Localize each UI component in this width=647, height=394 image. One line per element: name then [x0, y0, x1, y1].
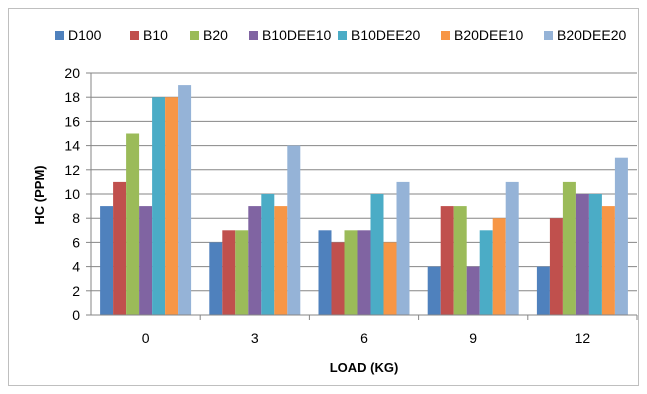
bar-b20dee20-12 — [614, 157, 628, 315]
legend-label-b20dee10: B20DEE10 — [454, 27, 523, 43]
bar-b20dee20-6 — [396, 181, 410, 315]
legend-swatch-b10dee20 — [338, 31, 347, 40]
x-axis-title: LOAD (KG) — [330, 360, 399, 375]
y-tick-label: 20 — [64, 65, 80, 81]
y-tick-label: 4 — [72, 259, 80, 275]
x-tick-label: 9 — [469, 330, 477, 346]
bar-d100-3 — [209, 242, 223, 315]
bar-b10-9 — [440, 206, 454, 315]
bar-b10-3 — [222, 230, 236, 315]
x-tick-label: 3 — [251, 330, 259, 346]
y-tick-label: 10 — [64, 186, 80, 202]
legend-label-d100: D100 — [68, 27, 102, 43]
y-tick-label: 8 — [72, 210, 80, 226]
bar-b20-0 — [126, 133, 140, 315]
bar-b20dee20-0 — [178, 85, 192, 315]
bar-b20-9 — [453, 206, 467, 315]
legend-swatch-d100 — [55, 31, 64, 40]
bar-b20-3 — [235, 230, 249, 315]
bar-b20dee10-6 — [383, 242, 397, 315]
legend-label-b20dee20: B20DEE20 — [557, 27, 626, 43]
legend-swatch-b10dee10 — [249, 31, 258, 40]
y-tick-label: 6 — [72, 234, 80, 250]
y-axis-title: HC (PPM) — [32, 165, 47, 224]
bar-b10-12 — [549, 218, 563, 315]
chart-frame — [8, 8, 639, 386]
bar-b10dee10-6 — [357, 230, 371, 315]
y-tick-label: 0 — [72, 307, 80, 323]
bar-b10dee10-0 — [139, 206, 153, 315]
legend-swatch-b20dee10 — [441, 31, 450, 40]
x-tick-label: 6 — [360, 330, 368, 346]
bar-b20-6 — [344, 230, 358, 315]
y-tick-label: 2 — [72, 283, 80, 299]
bar-b10dee20-3 — [261, 194, 275, 315]
bar-b20dee10-9 — [492, 218, 506, 315]
bar-b20dee10-12 — [601, 206, 615, 315]
legend-swatch-b20dee20 — [544, 31, 553, 40]
legend-label-b10: B10 — [143, 27, 168, 43]
y-tick-label: 12 — [64, 162, 80, 178]
bar-b10dee10-3 — [248, 206, 262, 315]
bar-b10dee10-12 — [575, 194, 589, 315]
bar-b10-6 — [331, 242, 345, 315]
y-tick-label: 18 — [64, 89, 80, 105]
x-tick-label: 0 — [142, 330, 150, 346]
bar-b10dee20-9 — [479, 230, 493, 315]
bar-b20-12 — [562, 181, 576, 315]
bars — [100, 85, 628, 315]
bar-b20dee20-3 — [287, 145, 301, 315]
legend-label-b20: B20 — [203, 27, 228, 43]
axes: 0 2 4 6 8 10 12 14 16 18 20 0 3 6 9 12 — [64, 65, 638, 346]
bar-b10dee20-0 — [152, 97, 166, 315]
legend-swatch-b10 — [130, 31, 139, 40]
bar-b10-0 — [113, 181, 127, 315]
y-tick-label: 16 — [64, 113, 80, 129]
legend-label-b10dee20: B10DEE20 — [351, 27, 420, 43]
y-tick-label: 14 — [64, 138, 80, 154]
bar-d100-6 — [318, 230, 332, 315]
bar-d100-0 — [100, 206, 114, 315]
legend-swatch-b20 — [190, 31, 199, 40]
bar-b20dee10-0 — [165, 97, 179, 315]
legend: D100 B10 B20 B10DEE10 B10DEE20 B20DEE10 B20DEE… — [55, 27, 626, 43]
bar-b10dee20-6 — [370, 194, 384, 315]
bar-d100-12 — [536, 266, 550, 315]
bar-b20dee20-9 — [505, 181, 519, 315]
x-tick-label: 12 — [575, 330, 591, 346]
bar-d100-9 — [427, 266, 441, 315]
legend-label-b10dee10: B10DEE10 — [262, 27, 331, 43]
bar-b10dee20-12 — [588, 194, 602, 315]
bar-b10dee10-9 — [466, 266, 480, 315]
bar-b20dee10-3 — [274, 206, 288, 315]
